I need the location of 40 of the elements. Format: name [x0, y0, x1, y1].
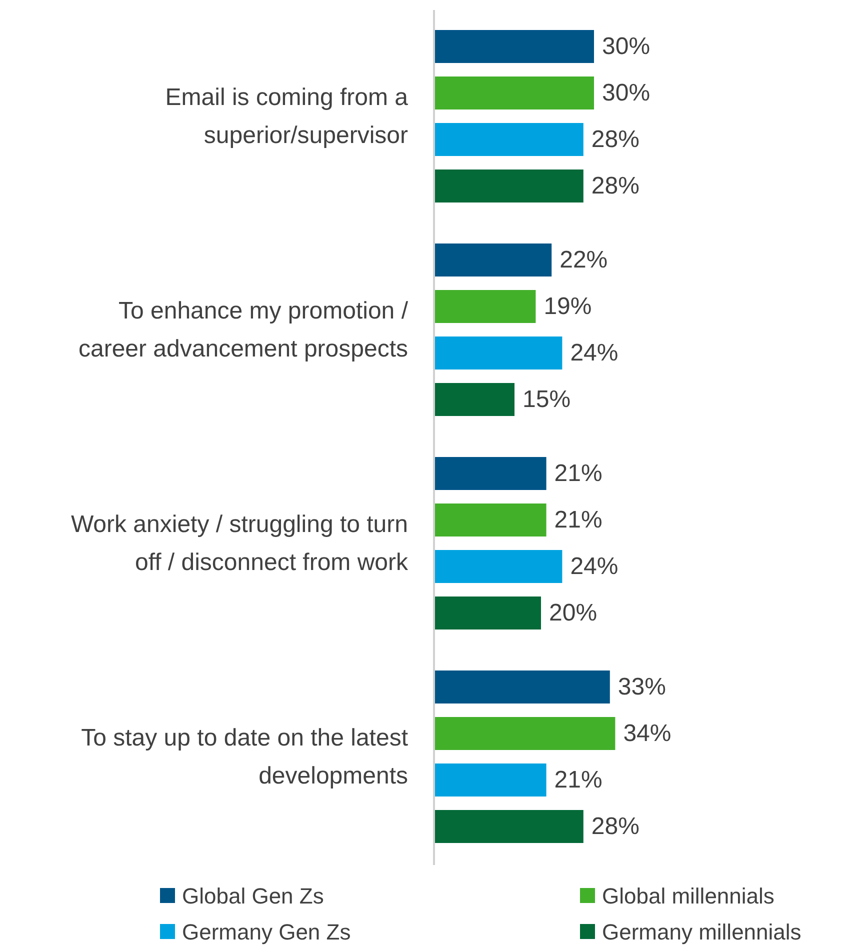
legend-label: Germany Gen Zs	[182, 920, 351, 944]
bar	[435, 670, 610, 704]
bar	[435, 717, 616, 750]
y-tick-label: To enhance my promotion / career advancement prospects	[78, 297, 408, 362]
data-label: 22%	[560, 246, 608, 274]
bar	[435, 550, 562, 583]
bar	[435, 30, 594, 63]
data-label: 21%	[554, 506, 602, 534]
data-label: 19%	[544, 293, 592, 320]
y-tick-label: To stay up to date on the latest developments	[81, 724, 408, 790]
bar	[435, 244, 552, 276]
data-label: 28%	[591, 172, 640, 200]
data-label: 21%	[554, 766, 602, 794]
bar	[435, 336, 562, 370]
bar	[435, 76, 594, 110]
data-label: 21%	[554, 460, 602, 487]
data-label: 30%	[602, 33, 650, 60]
data-label: 24%	[570, 340, 618, 366]
bar	[435, 596, 541, 630]
data-label: 34%	[623, 720, 672, 747]
legend-label: Global millennials	[602, 884, 774, 908]
legend-label: Germany millennials	[602, 920, 802, 944]
bar	[435, 457, 546, 490]
data-label: 24%	[570, 553, 618, 580]
data-label: 30%	[602, 80, 650, 106]
bar	[435, 504, 546, 536]
bar	[435, 123, 584, 156]
y-tick-label: Work anxiety / struggling to turn off / disconnect from work	[70, 510, 409, 576]
y-tick-label: Email is coming from a superior/supervisor	[165, 84, 409, 149]
bar	[435, 383, 514, 416]
data-label: 28%	[591, 813, 640, 840]
data-label: 20%	[549, 600, 598, 626]
data-label: 33%	[618, 674, 666, 700]
bar	[435, 810, 584, 843]
bar	[435, 290, 536, 323]
bar	[435, 170, 584, 202]
bar	[435, 764, 546, 796]
data-label: 28%	[591, 126, 640, 153]
data-label: 15%	[522, 386, 571, 413]
legend-label: Global Gen Zs	[182, 884, 324, 908]
